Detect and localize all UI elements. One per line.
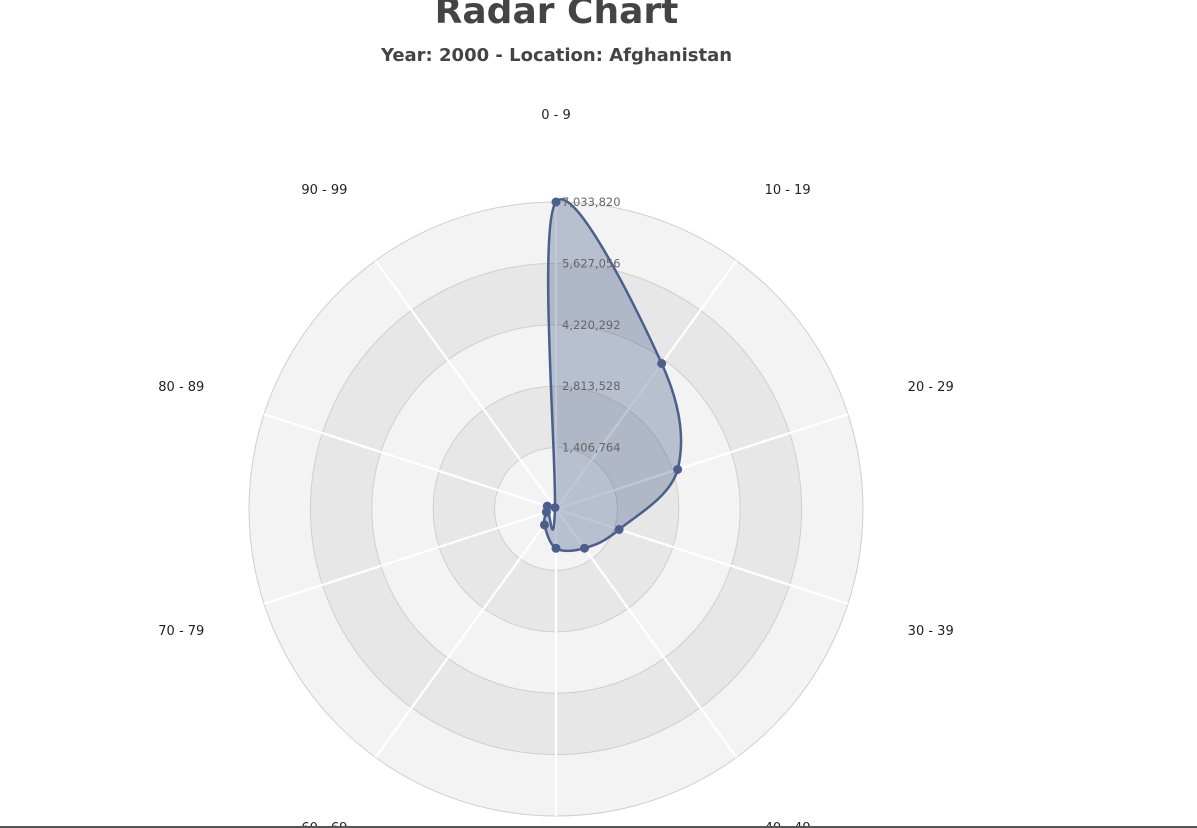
bottom-rule [0,826,1197,828]
radial-tick-label: 1,406,764 [562,441,621,455]
axis-label-20-29: 20 - 29 [908,380,954,395]
radar-spoke [374,508,557,759]
radar-spoke [555,507,849,605]
axis-label-0-9: 0 - 9 [541,108,571,123]
radar-series [539,197,683,553]
radar-spoke [374,259,557,510]
axis-label-80-89: 80 - 89 [158,380,204,395]
data-point-10-19[interactable] [657,359,667,369]
axis-label-90-99: 90 - 99 [301,183,347,198]
axis-label-70-79: 70 - 79 [158,624,204,639]
chart-title: Radar Chart [434,0,679,32]
data-point-90-99[interactable] [550,503,560,513]
radial-tick-label: 7,033,820 [562,195,621,209]
radial-tick-label: 4,220,292 [562,318,621,332]
data-point-0-9[interactable] [551,197,561,207]
radial-tick-label: 2,813,528 [562,379,621,393]
radar-spoke [263,507,557,605]
data-point-80-89[interactable] [542,501,552,511]
axis-label-10-19: 10 - 19 [765,183,811,198]
radar-spokes [263,202,849,816]
data-point-20-29[interactable] [673,464,683,474]
chart-subtitle: Year: 2000 - Location: Afghanistan [380,45,733,66]
radar-spoke [263,413,557,511]
radar-spoke [555,259,738,510]
axis-label-40-49: 40 - 49 [765,821,811,828]
data-point-60-69[interactable] [539,520,549,530]
radial-tick-label: 5,627,056 [562,256,621,270]
axis-label-30-39: 30 - 39 [908,624,954,639]
radar-spoke [555,413,849,511]
data-point-50-59[interactable] [551,543,561,553]
data-point-40-49[interactable] [579,543,589,553]
radar-tick-labels: 1,406,764 2,813,528 4,220,292 5,627,056 7,03… [562,195,621,455]
axis-label-60-69: 60 - 69 [301,821,347,828]
data-point-30-39[interactable] [614,525,624,534]
